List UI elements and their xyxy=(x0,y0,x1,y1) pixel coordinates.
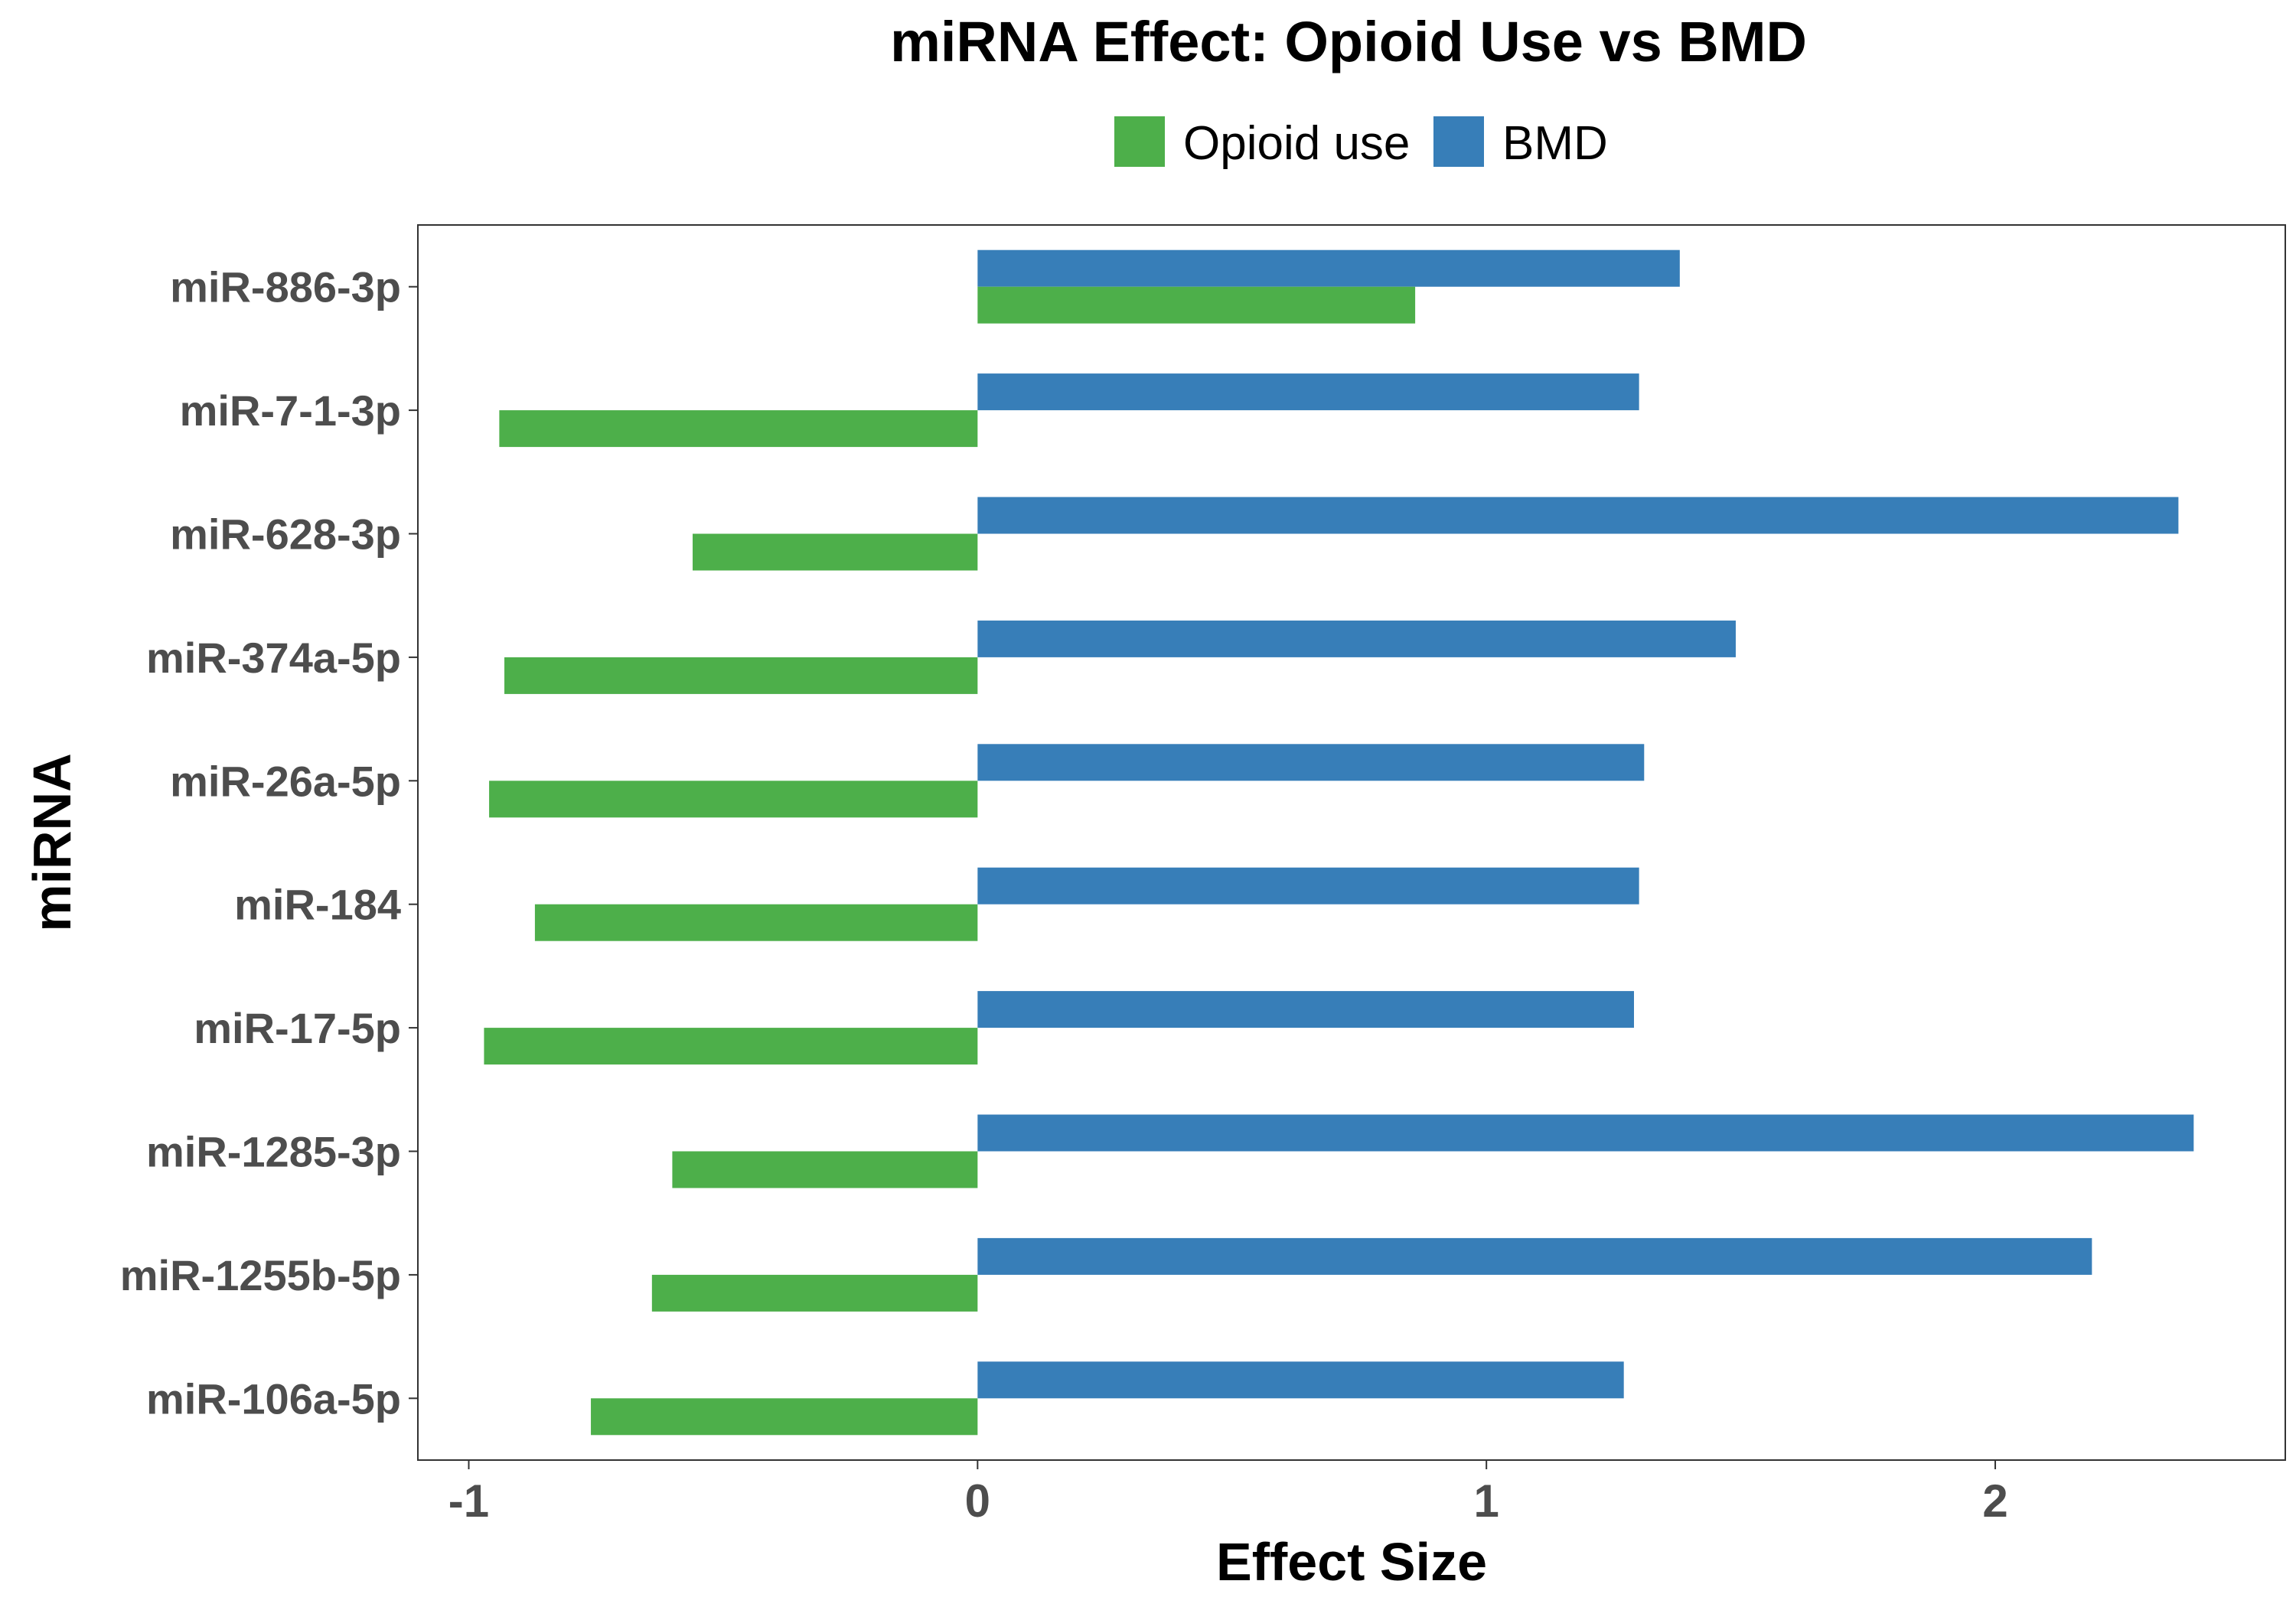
y-tick-label: miR-374a-5p xyxy=(146,634,401,682)
bar-bmd-mir-7-1-3p xyxy=(977,373,1639,411)
y-tick-label: miR-7-1-3p xyxy=(180,386,401,435)
x-tick-label: 0 xyxy=(965,1475,990,1527)
bar-opioid-use-mir-1255b-5p xyxy=(651,1274,978,1312)
y-axis: miR-886-3p miR-7-1-3p miR-628-3p miR-374a-5… xyxy=(120,263,418,1423)
y-tick-label: miR-1255b-5p xyxy=(120,1251,401,1299)
legend-label-bmd: BMD xyxy=(1502,117,1608,170)
bar-opioid-use-mir-106a-5p xyxy=(591,1398,978,1436)
legend: Opioid use BMD xyxy=(1114,116,1608,170)
x-tick-label: -1 xyxy=(448,1475,489,1527)
y-tick-label: miR-184 xyxy=(234,881,401,929)
x-axis-title: Effect Size xyxy=(1216,1532,1487,1592)
legend-label-opioid-use: Opioid use xyxy=(1183,117,1410,170)
bar-bmd-mir-374a-5p xyxy=(977,620,1736,657)
bar-opioid-use-mir-374a-5p xyxy=(504,657,978,694)
x-tick-label: 2 xyxy=(1982,1475,2007,1527)
legend-swatch-opioid-use xyxy=(1114,116,1165,167)
y-tick-label: miR-17-5p xyxy=(194,1004,401,1052)
bar-opioid-use-mir-7-1-3p xyxy=(499,410,978,448)
plot-panel xyxy=(417,224,2286,1461)
y-tick-label: miR-26a-5p xyxy=(170,757,401,805)
bar-bmd-mir-628-3p xyxy=(977,497,2179,534)
bar-bmd-mir-184 xyxy=(977,867,1639,905)
chart-title: miRNA Effect: Opioid Use vs BMD xyxy=(890,10,1807,73)
bar-opioid-use-mir-17-5p xyxy=(484,1028,978,1065)
bar-bmd-mir-17-5p xyxy=(977,991,1634,1028)
y-tick-label: miR-1285-3p xyxy=(146,1128,401,1176)
bar-bmd-mir-1255b-5p xyxy=(977,1237,2092,1275)
bar-bmd-mir-106a-5p xyxy=(977,1361,1624,1399)
bars-group xyxy=(484,249,2194,1436)
bar-bmd-mir-1285-3p xyxy=(977,1114,2194,1152)
legend-swatch-bmd xyxy=(1433,116,1484,167)
y-tick-label: miR-106a-5p xyxy=(146,1374,401,1423)
bar-bmd-mir-886-3p xyxy=(977,249,1680,287)
bar-opioid-use-mir-184 xyxy=(534,904,978,941)
bar-opioid-use-mir-1285-3p xyxy=(672,1151,978,1188)
bar-opioid-use-mir-628-3p xyxy=(693,533,978,571)
x-axis: -1 0 1 2 xyxy=(448,1460,2008,1527)
x-tick-label: 1 xyxy=(1473,1475,1499,1527)
bar-opioid-use-mir-886-3p xyxy=(977,286,1416,324)
y-tick-label: miR-628-3p xyxy=(170,510,401,559)
y-axis-title: miRNA xyxy=(22,753,82,931)
bar-opioid-use-mir-26a-5p xyxy=(489,781,978,818)
bar-bmd-mir-26a-5p xyxy=(977,744,1645,781)
y-tick-label: miR-886-3p xyxy=(170,263,401,311)
